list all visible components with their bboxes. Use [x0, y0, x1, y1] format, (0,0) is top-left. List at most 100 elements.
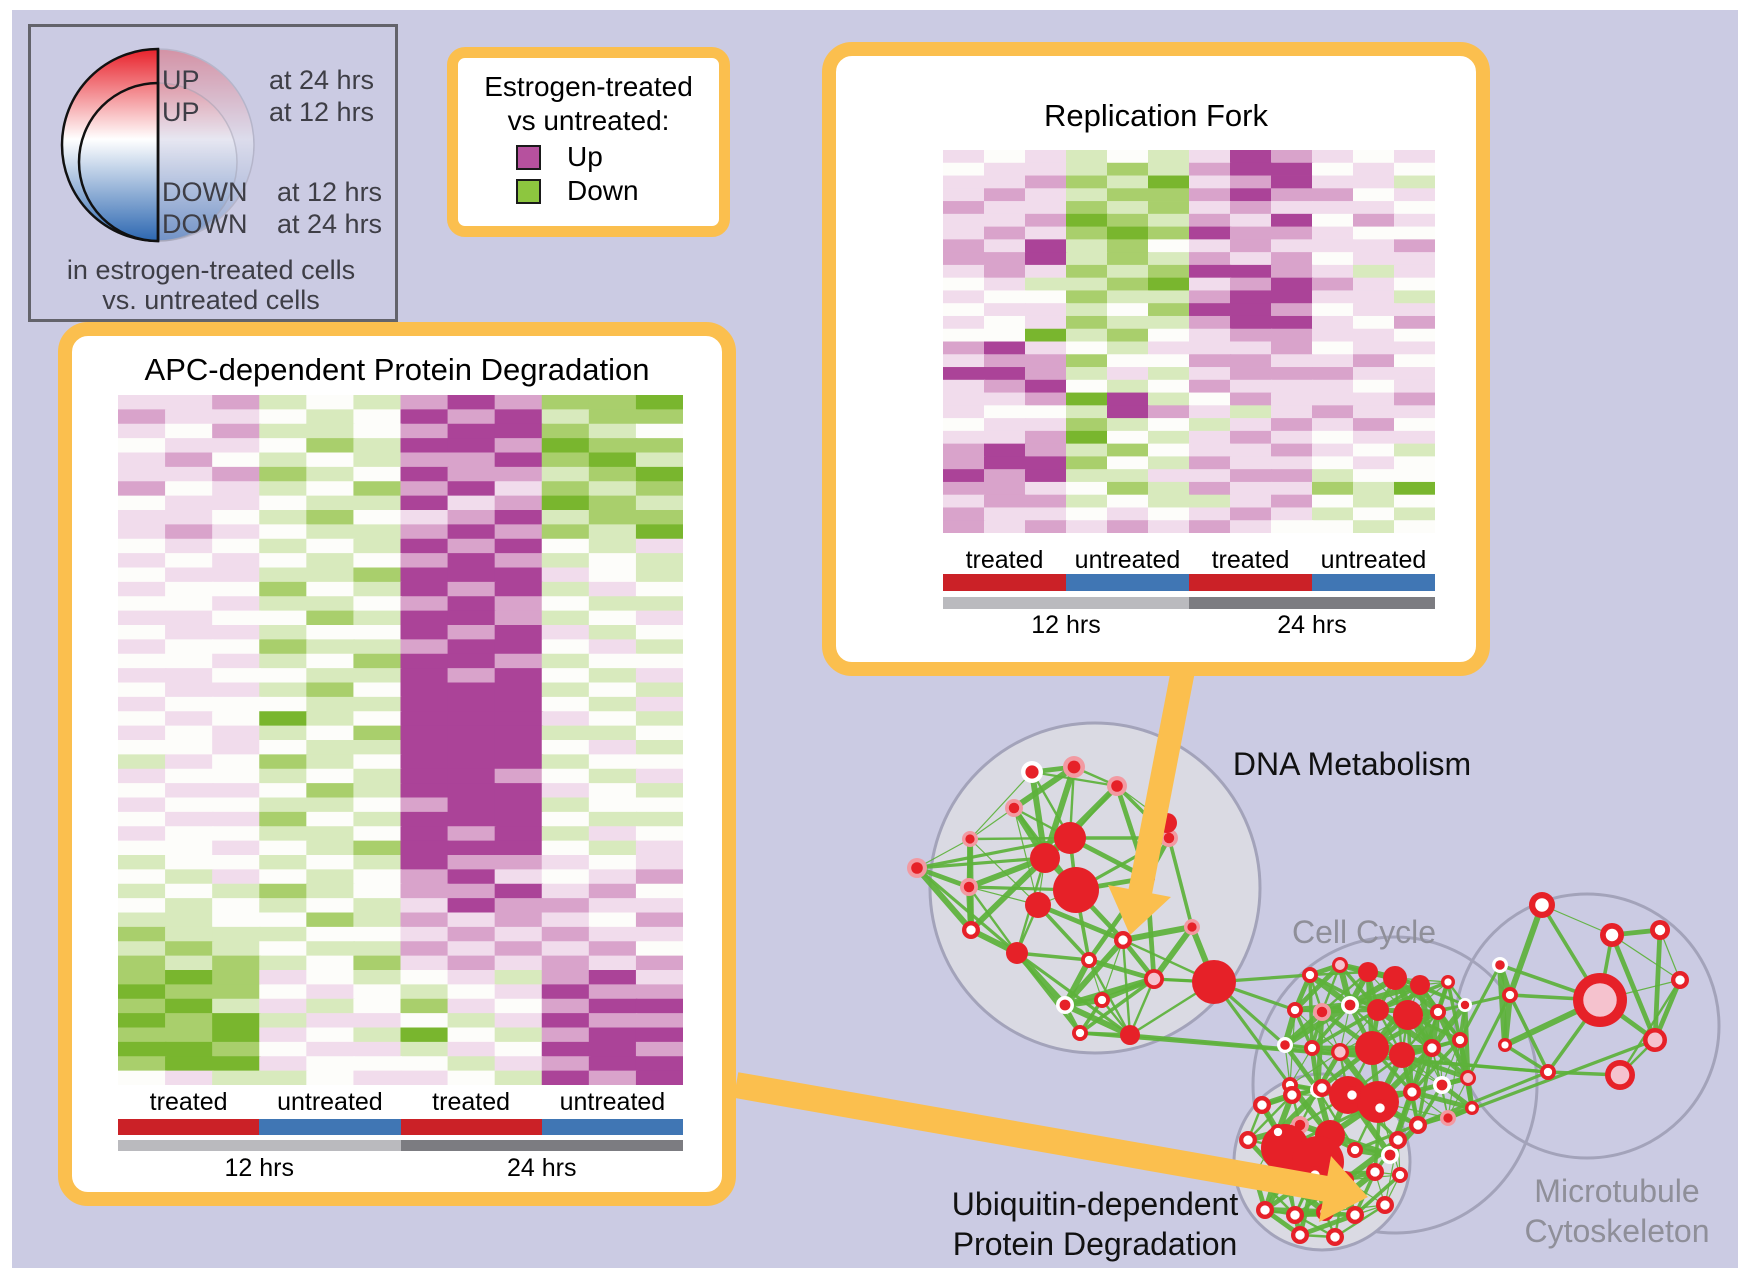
heat-cell: [1230, 150, 1273, 164]
heat-cell: [118, 725, 167, 741]
heat-cell: [541, 553, 591, 568]
heat-cell: [1394, 367, 1435, 381]
rf-time-bar: [943, 597, 1435, 609]
heat-cell: [588, 768, 638, 784]
heat-cell: [447, 941, 497, 957]
heat-cell: [494, 711, 544, 727]
heat-cell: [447, 596, 497, 612]
network-node: [1290, 1210, 1300, 1220]
heat-cell: [212, 1070, 261, 1085]
network-node: [1054, 822, 1086, 854]
heat-cell: [1394, 188, 1435, 202]
heat-cell: [541, 970, 591, 985]
heat-cell: [494, 466, 544, 482]
heat-cell: [541, 452, 591, 468]
heat-cell: [1189, 469, 1232, 483]
heat-cell: [943, 507, 986, 521]
heat-cell: [494, 869, 544, 885]
heat-cell: [259, 912, 308, 928]
heat-cell: [212, 955, 261, 971]
network-node: [1543, 1067, 1553, 1077]
heat-cell: [306, 481, 355, 497]
heat-cell: [1025, 188, 1068, 202]
heat-cell: [165, 538, 214, 554]
heat-cell: [165, 510, 214, 525]
heat-cell: [118, 711, 167, 727]
network-edge: [1088, 957, 1155, 982]
heat-cell: [306, 466, 355, 482]
network-node: [1455, 1035, 1465, 1045]
heat-cell: [212, 452, 261, 468]
heat-cell: [1066, 162, 1109, 176]
network-edge: [969, 771, 1033, 840]
up-24-time: at 24 hrs: [269, 65, 374, 95]
heat-cell: [1066, 264, 1109, 279]
heat-cell: [943, 520, 986, 533]
heat-cell: [259, 783, 308, 798]
down-24-time: at 24 hrs: [277, 209, 382, 239]
heat-cell: [1230, 162, 1273, 176]
heat-cell: [400, 696, 449, 712]
heat-cell: [1107, 290, 1150, 304]
heat-cell: [447, 524, 497, 540]
network-node: [1243, 1135, 1253, 1145]
heat-cell: [1107, 430, 1150, 445]
heat-cell: [1025, 354, 1068, 368]
heat-cell: [1271, 264, 1314, 279]
heat-cell: [212, 926, 261, 942]
heat-cell: [494, 409, 544, 425]
heat-cell: [212, 768, 261, 784]
network-node: [1025, 765, 1039, 779]
heat-cell: [212, 438, 261, 453]
color-legend-title: Estrogen-treated vs untreated:: [458, 70, 719, 138]
heat-cell: [1107, 418, 1150, 432]
network-node: [965, 834, 975, 844]
network-edge: [1652, 929, 1663, 1041]
heat-cell: [212, 941, 261, 957]
heat-cell: [1271, 315, 1314, 330]
down-12-word: DOWN: [162, 177, 247, 207]
cluster-mt: [1453, 892, 1721, 1160]
heat-cell: [1394, 507, 1435, 521]
heat-cell: [1189, 277, 1232, 291]
heat-cell: [1271, 430, 1314, 445]
heat-cell: [1353, 418, 1396, 432]
heat-cell: [1189, 328, 1232, 342]
heat-cell: [1025, 456, 1068, 470]
heat-cell: [635, 1056, 683, 1072]
heat-cell: [400, 711, 449, 727]
heat-cell: [259, 481, 308, 497]
heat-cell: [353, 596, 402, 612]
heat-cell: [1353, 264, 1396, 279]
color-legend-title-line2: vs untreated:: [507, 105, 670, 136]
heat-cell: [541, 898, 591, 913]
heat-cell: [494, 1013, 544, 1028]
heat-cell: [1189, 430, 1232, 445]
heat-cell: [1189, 494, 1232, 508]
heat-cell: [400, 466, 449, 482]
heat-cell: [259, 984, 308, 1000]
heat-cell: [1066, 239, 1109, 253]
heat-cell: [1189, 162, 1232, 176]
heat-cell: [1230, 277, 1273, 291]
bar-segment: [1066, 574, 1189, 591]
heat-cell: [1394, 494, 1435, 508]
heat-cell: [588, 553, 638, 568]
heat-cell: [1107, 213, 1150, 227]
heat-cell: [1148, 494, 1191, 508]
heat-cell: [1271, 520, 1314, 533]
heat-cell: [1107, 469, 1150, 483]
heat-cell: [494, 955, 544, 971]
heat-cell: [1148, 150, 1191, 164]
heat-cell: [635, 855, 683, 870]
heat-cell: [635, 653, 683, 669]
network-node: [1305, 970, 1315, 980]
heat-cell: [1353, 494, 1396, 508]
heat-cell: [165, 639, 214, 655]
heat-cell: [541, 696, 591, 712]
heat-cell: [1107, 367, 1150, 381]
heat-cell: [306, 538, 355, 554]
heat-cell: [943, 481, 986, 496]
heat-cell: [1312, 456, 1355, 470]
heat-cell: [306, 1041, 355, 1057]
